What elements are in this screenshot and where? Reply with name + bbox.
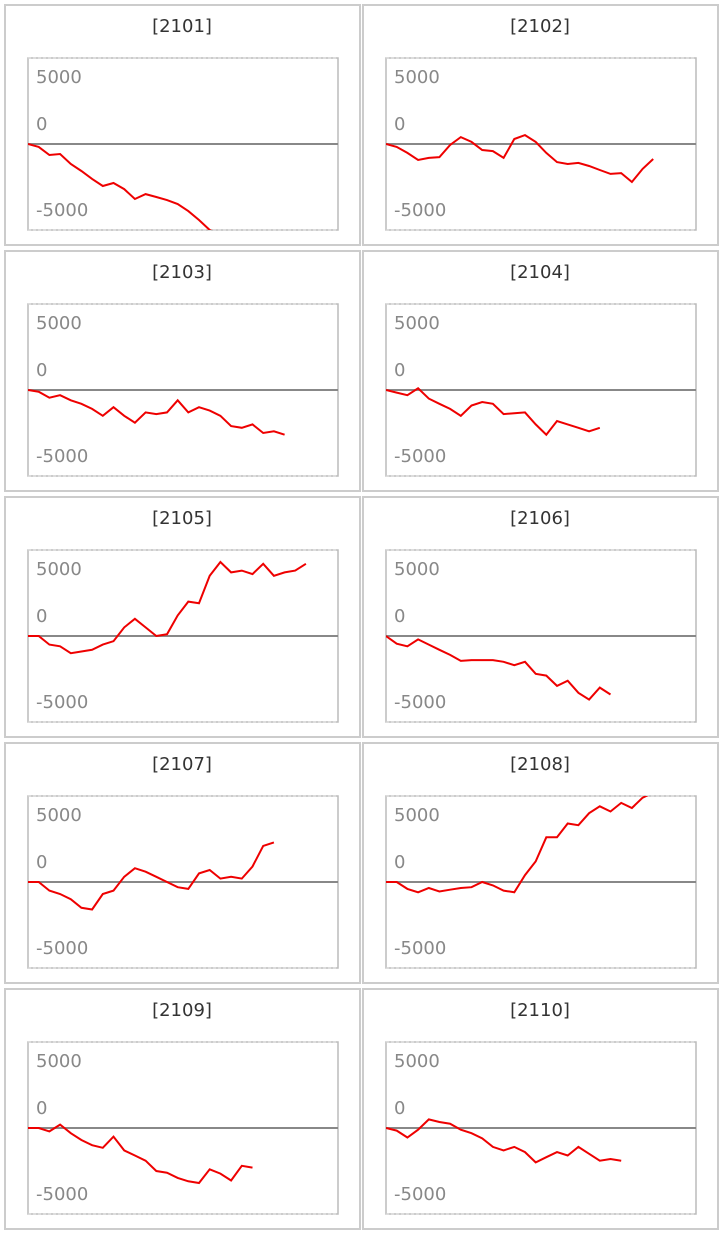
chart-panel: [2109] 5000 0 -5000 (4, 988, 361, 1230)
chart-panel: [2105] 5000 0 -5000 (4, 496, 361, 738)
y-tick-label: 0 (36, 114, 47, 135)
data-line (386, 796, 649, 894)
panel-border (4, 250, 361, 492)
chart-title: [2108] (510, 754, 570, 775)
chart-panel: [2107] 5000 0 -5000 (4, 742, 361, 984)
data-line (28, 841, 275, 911)
chart-title: [2103] (152, 262, 212, 283)
y-tick-label: -5000 (394, 446, 446, 467)
chart-title: [2101] (152, 16, 212, 37)
y-tick-label: -5000 (394, 938, 446, 959)
y-tick-label: 0 (394, 852, 405, 873)
data-line (386, 133, 654, 184)
chart-title: [2102] (510, 16, 570, 37)
y-tick-label: 5000 (394, 1051, 440, 1072)
y-tick-label: 0 (36, 852, 47, 873)
y-tick-label: 0 (394, 606, 405, 627)
y-tick-label: -5000 (394, 692, 446, 713)
chart-title: [2105] (152, 508, 212, 529)
data-line (386, 635, 612, 701)
y-tick-label: 5000 (36, 67, 82, 88)
data-line (28, 389, 285, 436)
y-tick-label: 5000 (394, 313, 440, 334)
chart-panel: [2104] 5000 0 -5000 (362, 250, 719, 492)
panel-border (4, 496, 361, 738)
chart-panel: [2101] 5000 0 -5000 (4, 4, 361, 246)
y-tick-label: 5000 (394, 805, 440, 826)
y-tick-label: 0 (394, 360, 405, 381)
data-line (28, 143, 212, 230)
y-tick-label: 0 (36, 1098, 47, 1119)
chart-panel: [2108] 5000 0 -5000 (362, 742, 719, 984)
chart-panel: [2102] 5000 0 -5000 (362, 4, 719, 246)
panel-border (362, 4, 719, 246)
y-tick-label: -5000 (394, 1184, 446, 1205)
y-tick-label: -5000 (36, 938, 88, 959)
y-tick-label: 5000 (36, 559, 82, 580)
y-tick-label: 5000 (36, 1051, 82, 1072)
panel-border (362, 988, 719, 1230)
y-tick-label: 0 (36, 360, 47, 381)
panel-border (4, 742, 361, 984)
y-tick-label: -5000 (36, 692, 88, 713)
y-tick-label: 5000 (36, 805, 82, 826)
panel-border (362, 742, 719, 984)
y-tick-label: 5000 (394, 559, 440, 580)
data-line (386, 1118, 622, 1164)
data-line (28, 560, 307, 655)
chart-title: [2110] (510, 1000, 570, 1021)
chart-panel: [2106] 5000 0 -5000 (362, 496, 719, 738)
y-tick-label: 0 (394, 1098, 405, 1119)
chart-title: [2107] (152, 754, 212, 775)
chart-title: [2104] (510, 262, 570, 283)
y-tick-label: 5000 (394, 67, 440, 88)
y-tick-label: 0 (394, 114, 405, 135)
data-line (28, 1123, 253, 1185)
panel-border (362, 496, 719, 738)
y-tick-label: -5000 (36, 1184, 88, 1205)
y-tick-label: 0 (36, 606, 47, 627)
panel-border (362, 250, 719, 492)
y-tick-label: -5000 (36, 446, 88, 467)
panel-border (4, 4, 361, 246)
chart-title: [2106] (510, 508, 570, 529)
y-tick-label: -5000 (36, 200, 88, 221)
chart-title: [2109] (152, 1000, 212, 1021)
chart-panel: [2103] 5000 0 -5000 (4, 250, 361, 492)
chart-panel: [2110] 5000 0 -5000 (362, 988, 719, 1230)
data-line (386, 387, 601, 437)
y-tick-label: 5000 (36, 313, 82, 334)
y-tick-label: -5000 (394, 200, 446, 221)
panel-border (4, 988, 361, 1230)
